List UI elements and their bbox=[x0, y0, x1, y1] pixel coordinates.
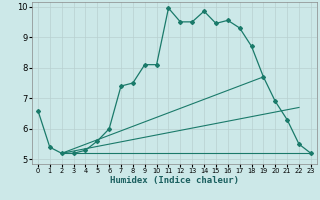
X-axis label: Humidex (Indice chaleur): Humidex (Indice chaleur) bbox=[110, 176, 239, 185]
